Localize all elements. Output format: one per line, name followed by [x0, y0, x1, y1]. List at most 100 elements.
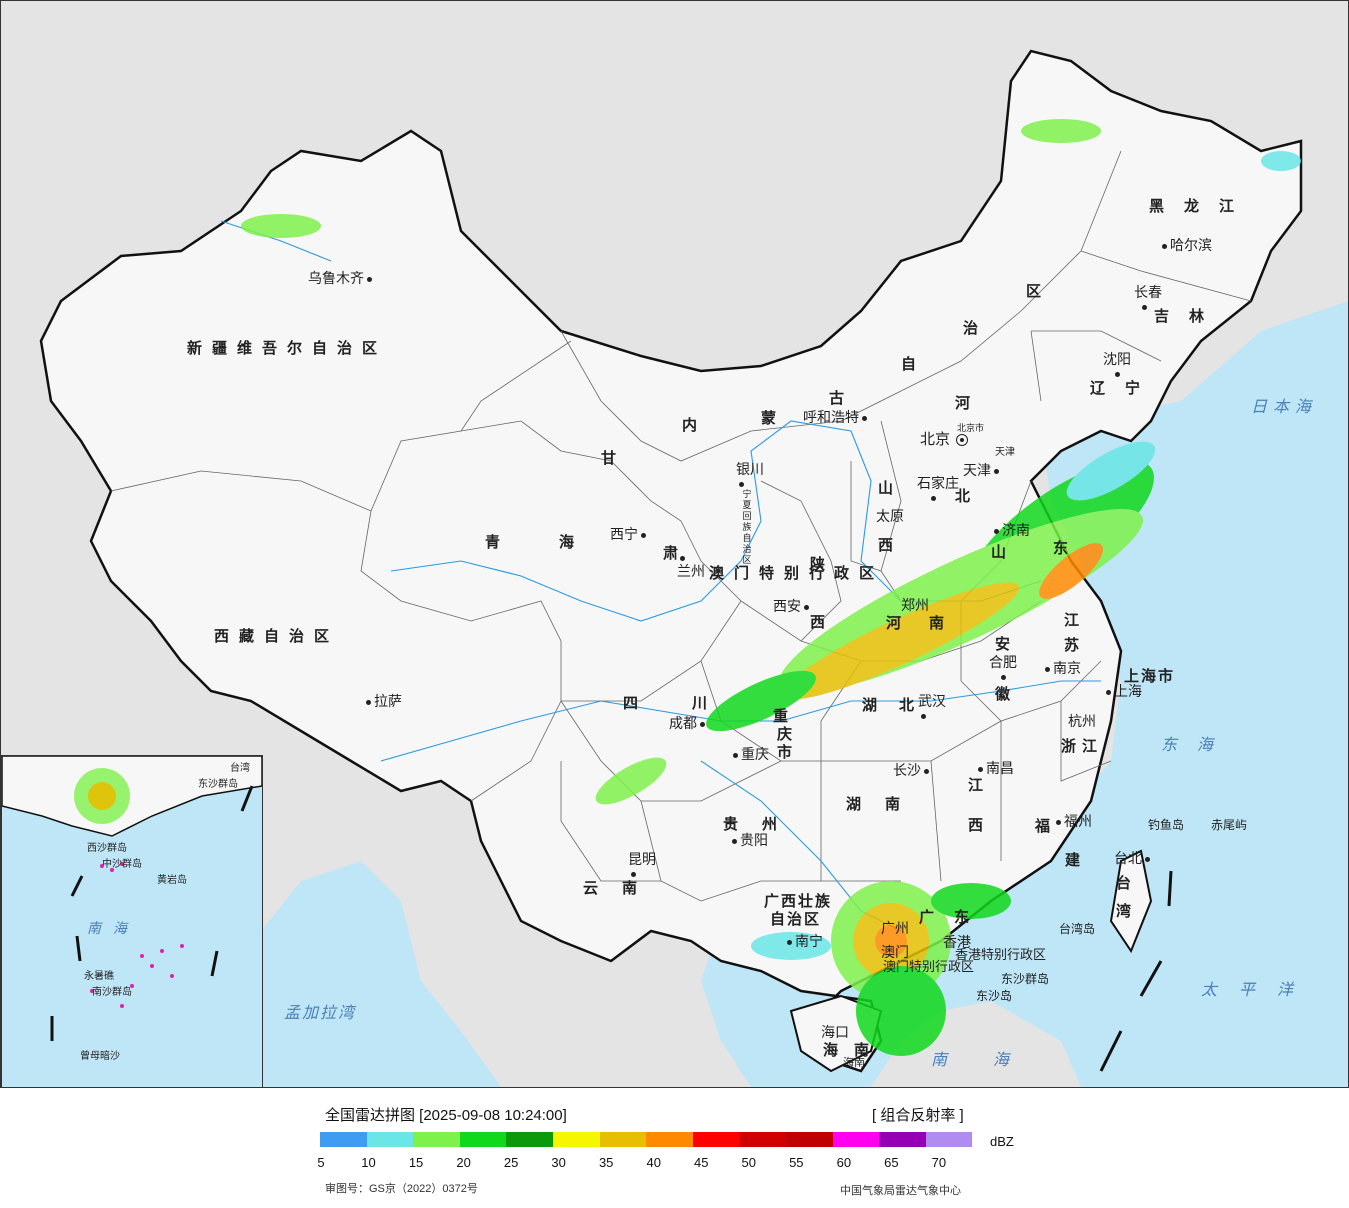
province-chongqing-chong: 重 — [773, 708, 799, 725]
china-landmass — [39, 49, 1303, 1073]
city-shijiazhuang: 石家庄 — [917, 476, 959, 504]
legend-tick-label: 70 — [931, 1155, 947, 1170]
legend-swatch — [646, 1132, 693, 1147]
map-approval-number: 审图号：GS京（2022）0372号 — [325, 1183, 478, 1195]
legend-tick-label: 65 — [884, 1155, 899, 1170]
province-henan-nan: 南 — [929, 615, 955, 632]
city-guangzhou: 广州 — [881, 920, 909, 936]
island-dongsha-islands: 东沙群岛 — [1001, 972, 1050, 986]
province-shanxi-xi: 西 — [878, 537, 904, 554]
island-dongsha: 东沙岛 — [976, 989, 1013, 1003]
radar-echoes — [241, 119, 1301, 1056]
legend-swatch — [832, 1132, 880, 1147]
province-hubei: 湖北 — [862, 697, 937, 714]
legend-tick-label: 35 — [598, 1155, 614, 1170]
city-changsha: 长沙 — [893, 763, 932, 777]
legend-swatch — [413, 1132, 460, 1147]
radar-map: 新疆维吾尔自治区 西藏自治区 青 海 甘 肃 澳门特别行政区 内 蒙 古 自 治… — [0, 0, 1349, 1088]
legend-swatch — [692, 1132, 740, 1147]
province-chongqing-shi: 市 — [777, 744, 803, 761]
legend-tick-label: 55 — [789, 1155, 804, 1170]
province-anhui-an: 安 — [995, 636, 1021, 653]
province-guangxi-1: 广西壮族 — [764, 893, 833, 910]
taiwan-landmass — [1109, 849, 1153, 954]
province-fujian-fu: 福 — [1035, 818, 1061, 835]
province-jiangxi-jiang: 江 — [968, 777, 994, 794]
inset-label-nanhai: 南海 — [87, 920, 139, 936]
province-shanxi-shan: 山 — [878, 480, 904, 497]
province-xizang: 西藏自治区 — [214, 628, 340, 645]
map-canvas — [39, 49, 1348, 1087]
legend-tick-label: 50 — [741, 1155, 757, 1170]
legend-swatch — [459, 1132, 507, 1147]
city-urumqi: 乌鲁木齐 — [308, 271, 375, 285]
province-hebei-he: 河 — [955, 395, 981, 412]
city-chongqing: 重庆 — [730, 747, 769, 761]
province-shaanxi-shan: 陕 — [810, 556, 836, 573]
city-haikou: 海口 — [821, 1024, 849, 1040]
sea-pacific: 太平洋 — [1201, 982, 1316, 999]
province-ningxia: 宁夏回族自治区 — [742, 489, 752, 565]
south-china-sea-inset: 台湾 西沙群岛 中沙群岛 黄岩岛 南海 南沙群岛 永暑礁 曾母暗沙 东沙群岛 — [1, 755, 263, 1087]
province-gansu-shi: 澳门特别行政区 — [709, 565, 885, 582]
province-neimenggu-qu: 区 — [1026, 283, 1052, 300]
city-changchun: 长春 — [1134, 285, 1162, 313]
legend-swatch — [320, 1132, 367, 1147]
sea-bengal: 孟加拉湾 — [284, 1005, 357, 1022]
island-chiwei: 赤尾屿 — [1211, 818, 1248, 832]
island-taiwan: 台湾岛 — [1059, 922, 1096, 936]
city-nanjing: 南京 — [1042, 661, 1081, 675]
inset-label-xisha: 西沙群岛 — [87, 843, 127, 854]
province-fujian-jian: 建 — [1065, 852, 1091, 869]
city-hongkong: 香港 — [943, 934, 971, 950]
inset-label-dongsha: 东沙群岛 — [198, 779, 238, 790]
province-chongqing-qing: 庆 — [777, 726, 803, 743]
province-yunnan: 云南 — [583, 880, 662, 897]
legend-tick-label: 30 — [551, 1155, 566, 1170]
city-jinan: 济南 — [991, 523, 1030, 537]
province-henan-he: 河 — [886, 615, 912, 632]
city-tianjin: 天津 — [963, 463, 1002, 477]
inset-label-taiwan: 台湾 — [230, 763, 250, 774]
province-qinghai-b: 海 — [559, 534, 585, 551]
legend-tick-label: 15 — [408, 1155, 424, 1170]
legend-unit: dBZ — [990, 1134, 1014, 1149]
legend-title: 全国雷达拼图 [2025-09-08 10:24:00] — [325, 1107, 567, 1124]
province-taiwan-tai: 台 — [1116, 875, 1142, 892]
province-neimenggu-gu: 古 — [829, 390, 855, 407]
province-xinjiang: 新疆维吾尔自治区 — [187, 340, 388, 357]
province-anhui-hui: 徽 — [995, 686, 1021, 703]
legend-swatch — [599, 1132, 647, 1147]
city-macau: 澳门 — [881, 944, 909, 960]
province-hongkong: 香港特别行政区 — [955, 947, 1047, 962]
province-macau: 澳门特别行政区 — [883, 959, 975, 974]
city-fuzhou: 福州 — [1053, 814, 1092, 828]
city-beijing: 北京 — [920, 431, 951, 448]
province-gansu-b: 肃 — [663, 545, 689, 562]
inset-canvas — [2, 756, 262, 1041]
province-jiangsu-jiang: 江 — [1064, 612, 1090, 629]
sea-south-china: 南海 — [931, 1052, 1056, 1069]
legend-tick-label: 10 — [361, 1155, 376, 1170]
province-shanghai: 上海市 — [1124, 668, 1176, 685]
province-guangdong: 广东 — [919, 909, 990, 926]
city-kunming: 昆明 — [628, 852, 656, 880]
inset-label-zhongsha: 中沙群岛 — [102, 859, 142, 870]
legend-swatch — [506, 1132, 553, 1147]
city-beijingshi: 北京市 — [957, 423, 985, 433]
island-diaoyu: 钓鱼岛 — [1148, 818, 1185, 832]
legend-tick-label: 5 — [317, 1155, 325, 1170]
legend-tick-label: 60 — [836, 1155, 852, 1170]
province-guangxi-2: 自治区 — [770, 911, 822, 928]
province-jiangsu-su: 苏 — [1064, 637, 1090, 654]
province-taiwan-wan: 湾 — [1116, 903, 1142, 920]
sea-east-china: 东海 — [1161, 737, 1234, 754]
maritime-boundary — [1099, 870, 1173, 1072]
legend-panel: 全国雷达拼图 [2025-09-08 10:24:00] [ 组合反射率 ] d… — [0, 1088, 1349, 1208]
legend-tick-label: 45 — [694, 1155, 709, 1170]
legend-tick-label: 25 — [503, 1155, 519, 1170]
city-hangzhou: 杭州 — [1068, 713, 1096, 729]
legend-tick-label: 20 — [456, 1155, 471, 1170]
province-zhejiang: 浙江 — [1061, 738, 1104, 755]
city-guiyang: 贵阳 — [729, 833, 768, 847]
